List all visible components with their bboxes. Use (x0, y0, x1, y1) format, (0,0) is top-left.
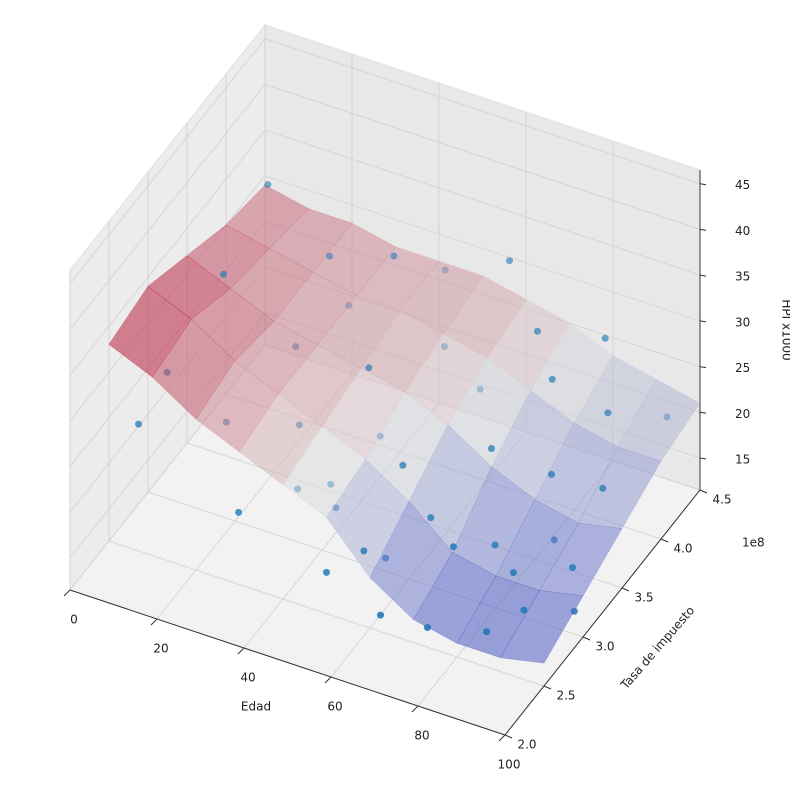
scatter-point (399, 461, 407, 469)
x-tick-label: 60 (327, 700, 342, 714)
scatter-point (220, 270, 228, 278)
x-tick-label: 40 (240, 671, 255, 685)
z-tick-label: 45 (735, 178, 750, 192)
grid-line (69, 129, 266, 376)
scatter-point (449, 543, 457, 551)
y-tick (699, 489, 708, 494)
z-tick (699, 320, 707, 323)
scatter-point (491, 541, 499, 549)
scatter-point (548, 470, 555, 478)
grid-line (108, 540, 545, 687)
scatter-point (599, 484, 607, 492)
surface-patch (500, 590, 584, 664)
x-tick (237, 647, 245, 655)
scatter-point (390, 252, 398, 260)
y-axis-line (504, 489, 701, 736)
y-tick (582, 636, 591, 641)
z-tick (699, 366, 707, 369)
scatter-point (533, 327, 541, 335)
z-tick (699, 411, 707, 414)
scatter-point (360, 547, 368, 555)
x-tick (150, 618, 158, 626)
surface-patch (617, 379, 701, 462)
z-tick (699, 457, 707, 460)
scatter-point (483, 628, 491, 636)
x-tick (411, 705, 419, 713)
y-offset-label: 1e8 (742, 536, 765, 550)
z-axis-label: HPI x1000 (780, 299, 790, 360)
scatter-point (506, 257, 513, 265)
scatter-point (326, 252, 333, 260)
grid-line (264, 38, 701, 185)
scatter-point (365, 364, 373, 372)
scatter-point (427, 514, 435, 522)
grid-line (69, 84, 266, 330)
x-tick (63, 589, 71, 597)
scatter-point (488, 445, 495, 452)
scatter-point (509, 569, 517, 577)
x-tick (324, 676, 332, 684)
scatter-point (520, 606, 528, 614)
y-tick-label: 4.5 (712, 493, 731, 507)
z-tick-label: 40 (735, 224, 750, 238)
scatter-point (601, 334, 609, 342)
x-axis-label: Edad (241, 700, 271, 714)
x-tick-label: 80 (414, 729, 429, 743)
y-tick (621, 587, 630, 592)
scatter-point (135, 420, 143, 428)
grid-line (264, 175, 701, 322)
scatter-point (323, 568, 330, 576)
x-tick (498, 734, 506, 742)
z-tick (699, 274, 707, 277)
scatter-point (264, 181, 272, 189)
x-tick-label: 20 (153, 642, 168, 656)
grid-line (264, 129, 701, 276)
z-tick-label: 30 (735, 315, 750, 329)
y-tick (504, 734, 513, 739)
z-tick-label: 20 (735, 407, 750, 421)
y-tick-label: 3.0 (595, 640, 614, 654)
z-tick (699, 183, 707, 186)
z-tick-label: 25 (735, 361, 750, 375)
scatter-point (548, 375, 556, 383)
scatter-point (235, 508, 243, 516)
y-tick-label: 2.0 (517, 738, 536, 752)
y-tick (660, 538, 669, 543)
y-tick-label: 2.5 (556, 689, 575, 703)
y-tick-label: 4.0 (673, 542, 692, 556)
z-tick-label: 35 (735, 270, 750, 284)
x-axis-line (69, 589, 506, 736)
scatter-point (604, 409, 612, 417)
y-tick (543, 685, 552, 690)
x-tick-label: 100 (498, 758, 521, 772)
scatter-point (377, 611, 384, 619)
grid-line (264, 84, 701, 230)
x-tick-label: 0 (70, 613, 78, 627)
z-tick (699, 228, 707, 231)
grid-line (69, 38, 266, 284)
scatter-point (569, 564, 576, 572)
y-tick-label: 3.5 (634, 591, 653, 605)
z-tick-label: 15 (735, 453, 750, 467)
scatter-point (423, 624, 431, 632)
y-axis-label: Tasa de impuesto (617, 604, 697, 693)
